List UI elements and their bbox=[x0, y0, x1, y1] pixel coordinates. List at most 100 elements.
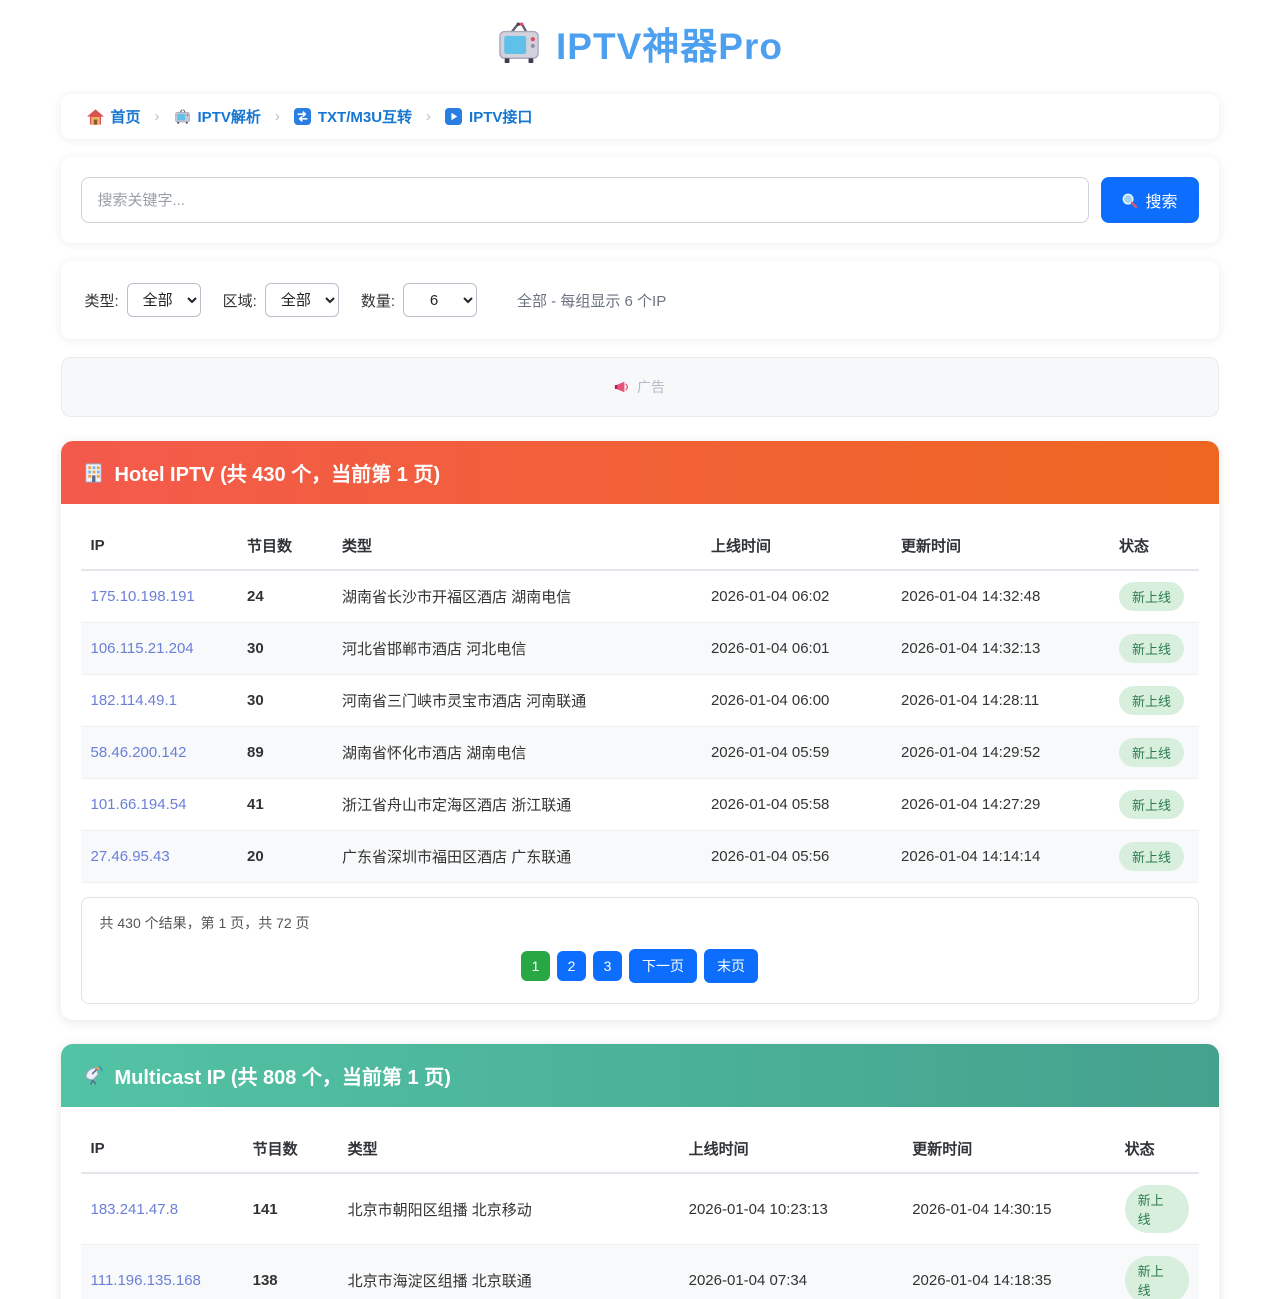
online-time: 2026-01-04 07:34 bbox=[678, 1244, 903, 1299]
breadcrumb-txt-m3u-label: TXT/M3U互转 bbox=[317, 109, 413, 126]
ip-link[interactable]: 58.46.200.142 bbox=[90, 744, 187, 761]
type-text: 广东省深圳市福田区酒店 广东联通 bbox=[332, 830, 701, 883]
region-filter-select[interactable]: 全部 bbox=[264, 283, 339, 317]
updated-time: 2026-01-04 14:18:35 bbox=[902, 1244, 1115, 1299]
program-count: 138 bbox=[242, 1244, 338, 1299]
column-header-type: 类型 bbox=[332, 522, 701, 571]
next-page-button[interactable]: 下一页 bbox=[629, 949, 697, 983]
ip-link[interactable]: 111.196.135.168 bbox=[90, 1271, 201, 1289]
table-row: 106.115.21.204 30 河北省邯郸市酒店 河北电信 2026-01-04 … bbox=[80, 622, 1199, 675]
type-filter-label: 类型: bbox=[84, 292, 119, 310]
breadcrumb: 首页 › IPTV解析 › bbox=[60, 94, 1219, 139]
ip-link[interactable]: 101.66.194.54 bbox=[90, 796, 187, 813]
hotel-icon bbox=[83, 462, 104, 483]
type-text: 北京市海淀区组播 北京联通 bbox=[337, 1244, 679, 1299]
last-page-button[interactable]: 末页 bbox=[704, 949, 758, 983]
page-button-1[interactable]: 1 bbox=[521, 951, 550, 981]
search-button-label: 搜索 bbox=[1145, 194, 1178, 211]
type-text: 浙江省舟山市定海区酒店 浙江联通 bbox=[332, 778, 701, 831]
breadcrumb-iptv-parse-label: IPTV解析 bbox=[197, 109, 261, 126]
ad-label: 广告 bbox=[637, 379, 665, 395]
program-count: 141 bbox=[242, 1173, 338, 1245]
column-header-online: 上线时间 bbox=[700, 522, 892, 571]
type-filter-select[interactable]: 全部 bbox=[126, 283, 201, 317]
multicast-ip-card-title: Multicast IP (共 808 个，当前第 1 页) bbox=[114, 1067, 451, 1089]
page-title: IPTV神器Pro bbox=[556, 26, 783, 67]
ip-link[interactable]: 182.114.49.1 bbox=[90, 692, 177, 709]
search-input[interactable] bbox=[80, 177, 1089, 223]
status-badge: 新上线 bbox=[1119, 842, 1185, 871]
count-filter-label: 数量: bbox=[360, 292, 396, 310]
program-count: 30 bbox=[237, 622, 333, 675]
type-text: 湖南省怀化市酒店 湖南电信 bbox=[332, 726, 701, 779]
status-badge: 新上线 bbox=[1119, 582, 1185, 611]
hotel-iptv-card-title: Hotel IPTV (共 430 个，当前第 1 页) bbox=[114, 464, 441, 486]
tv-icon bbox=[174, 109, 191, 124]
updated-time: 2026-01-04 14:30:15 bbox=[902, 1173, 1115, 1245]
type-text: 河南省三门峡市灵宝市酒店 河南联通 bbox=[332, 674, 701, 727]
breadcrumb-iptv-parse[interactable]: IPTV解析 bbox=[174, 106, 261, 127]
hotel-iptv-table: IP 节目数 类型 上线时间 更新时间 状态 175.10.198.191 24 湖… bbox=[80, 522, 1199, 883]
column-header-count: 节目数 bbox=[237, 522, 333, 571]
breadcrumb-home-label: 首页 bbox=[110, 109, 141, 126]
breadcrumb-home[interactable]: 首页 bbox=[86, 106, 141, 127]
column-header-updated: 更新时间 bbox=[902, 1125, 1115, 1174]
updated-time: 2026-01-04 14:29:52 bbox=[891, 726, 1110, 779]
program-count: 30 bbox=[237, 674, 333, 727]
filter-panel: 类型: 全部 区域: 全部 数量: 6 全部 - 每组显示 6 个IP bbox=[60, 261, 1219, 339]
status-badge: 新上线 bbox=[1119, 738, 1185, 767]
hotel-iptv-card-body: IP 节目数 类型 上线时间 更新时间 状态 175.10.198.191 24 湖… bbox=[61, 504, 1219, 1020]
breadcrumb-txt-m3u[interactable]: TXT/M3U互转 bbox=[293, 106, 413, 127]
transfer-icon bbox=[293, 108, 311, 125]
online-time: 2026-01-04 05:58 bbox=[700, 778, 892, 831]
program-count: 20 bbox=[237, 830, 333, 883]
program-count: 24 bbox=[237, 570, 333, 623]
table-row: 58.46.200.142 89 湖南省怀化市酒店 湖南电信 2026-01-04 0… bbox=[80, 726, 1199, 779]
search-button[interactable]: 搜索 bbox=[1100, 177, 1199, 223]
status-badge: 新上线 bbox=[1119, 634, 1185, 663]
status-badge: 新上线 bbox=[1124, 1256, 1189, 1299]
breadcrumb-iptv-api[interactable]: IPTV接口 bbox=[445, 106, 532, 127]
column-header-status: 状态 bbox=[1114, 1125, 1199, 1174]
ip-link[interactable]: 183.241.47.8 bbox=[90, 1200, 179, 1218]
column-header-type: 类型 bbox=[337, 1125, 679, 1174]
play-icon bbox=[445, 108, 463, 125]
ip-link[interactable]: 27.46.95.43 bbox=[90, 848, 170, 865]
updated-time: 2026-01-04 14:32:13 bbox=[891, 622, 1110, 675]
column-header-updated: 更新时间 bbox=[891, 522, 1110, 571]
ip-link[interactable]: 106.115.21.204 bbox=[90, 640, 194, 657]
column-header-count: 节目数 bbox=[242, 1125, 338, 1174]
table-header-row: IP 节目数 类型 上线时间 更新时间 状态 bbox=[80, 522, 1199, 571]
table-row: 101.66.194.54 41 浙江省舟山市定海区酒店 浙江联通 2026-01-0… bbox=[80, 778, 1199, 831]
table-row: 182.114.49.1 30 河南省三门峡市灵宝市酒店 河南联通 2026-01-0… bbox=[80, 674, 1199, 727]
table-row: 175.10.198.191 24 湖南省长沙市开福区酒店 湖南电信 2026-01-… bbox=[80, 570, 1199, 623]
breadcrumb-iptv-api-label: IPTV接口 bbox=[469, 109, 533, 126]
breadcrumb-separator: › bbox=[154, 108, 160, 125]
table-header-row: IP 节目数 类型 上线时间 更新时间 状态 bbox=[80, 1125, 1199, 1174]
ip-link[interactable]: 175.10.198.191 bbox=[90, 588, 195, 605]
table-row: 111.196.135.168 138 北京市海淀区组播 北京联通 2026-01-0… bbox=[80, 1244, 1199, 1299]
region-filter-label: 区域: bbox=[222, 292, 257, 310]
breadcrumb-separator: › bbox=[426, 108, 432, 125]
program-count: 89 bbox=[237, 726, 333, 779]
column-header-status: 状态 bbox=[1109, 522, 1199, 571]
updated-time: 2026-01-04 14:27:29 bbox=[891, 778, 1110, 831]
type-text: 北京市朝阳区组播 北京移动 bbox=[337, 1173, 679, 1245]
hotel-iptv-card-header: Hotel IPTV (共 430 个，当前第 1 页) bbox=[60, 441, 1219, 504]
online-time: 2026-01-04 05:56 bbox=[700, 830, 892, 883]
updated-time: 2026-01-04 14:32:48 bbox=[891, 570, 1110, 623]
results-summary: 共 430 个结果，第 1 页，共 72 页 bbox=[99, 915, 310, 931]
page-button-3[interactable]: 3 bbox=[593, 951, 622, 981]
page-button-2[interactable]: 2 bbox=[557, 951, 586, 981]
online-time: 2026-01-04 06:01 bbox=[700, 622, 892, 675]
column-header-ip: IP bbox=[80, 1125, 243, 1174]
hotel-iptv-card: Hotel IPTV (共 430 个，当前第 1 页) IP 节目数 类型 上… bbox=[60, 441, 1219, 1020]
page-header: IPTV神器Pro bbox=[0, 0, 1279, 94]
multicast-ip-card-header: Multicast IP (共 808 个，当前第 1 页) bbox=[60, 1044, 1219, 1107]
status-badge: 新上线 bbox=[1119, 790, 1185, 819]
filter-summary: 全部 - 每组显示 6 个IP bbox=[517, 292, 667, 310]
count-filter-select[interactable]: 6 bbox=[403, 283, 478, 317]
online-time: 2026-01-04 06:02 bbox=[700, 570, 892, 623]
search-panel: 搜索 bbox=[60, 157, 1219, 243]
